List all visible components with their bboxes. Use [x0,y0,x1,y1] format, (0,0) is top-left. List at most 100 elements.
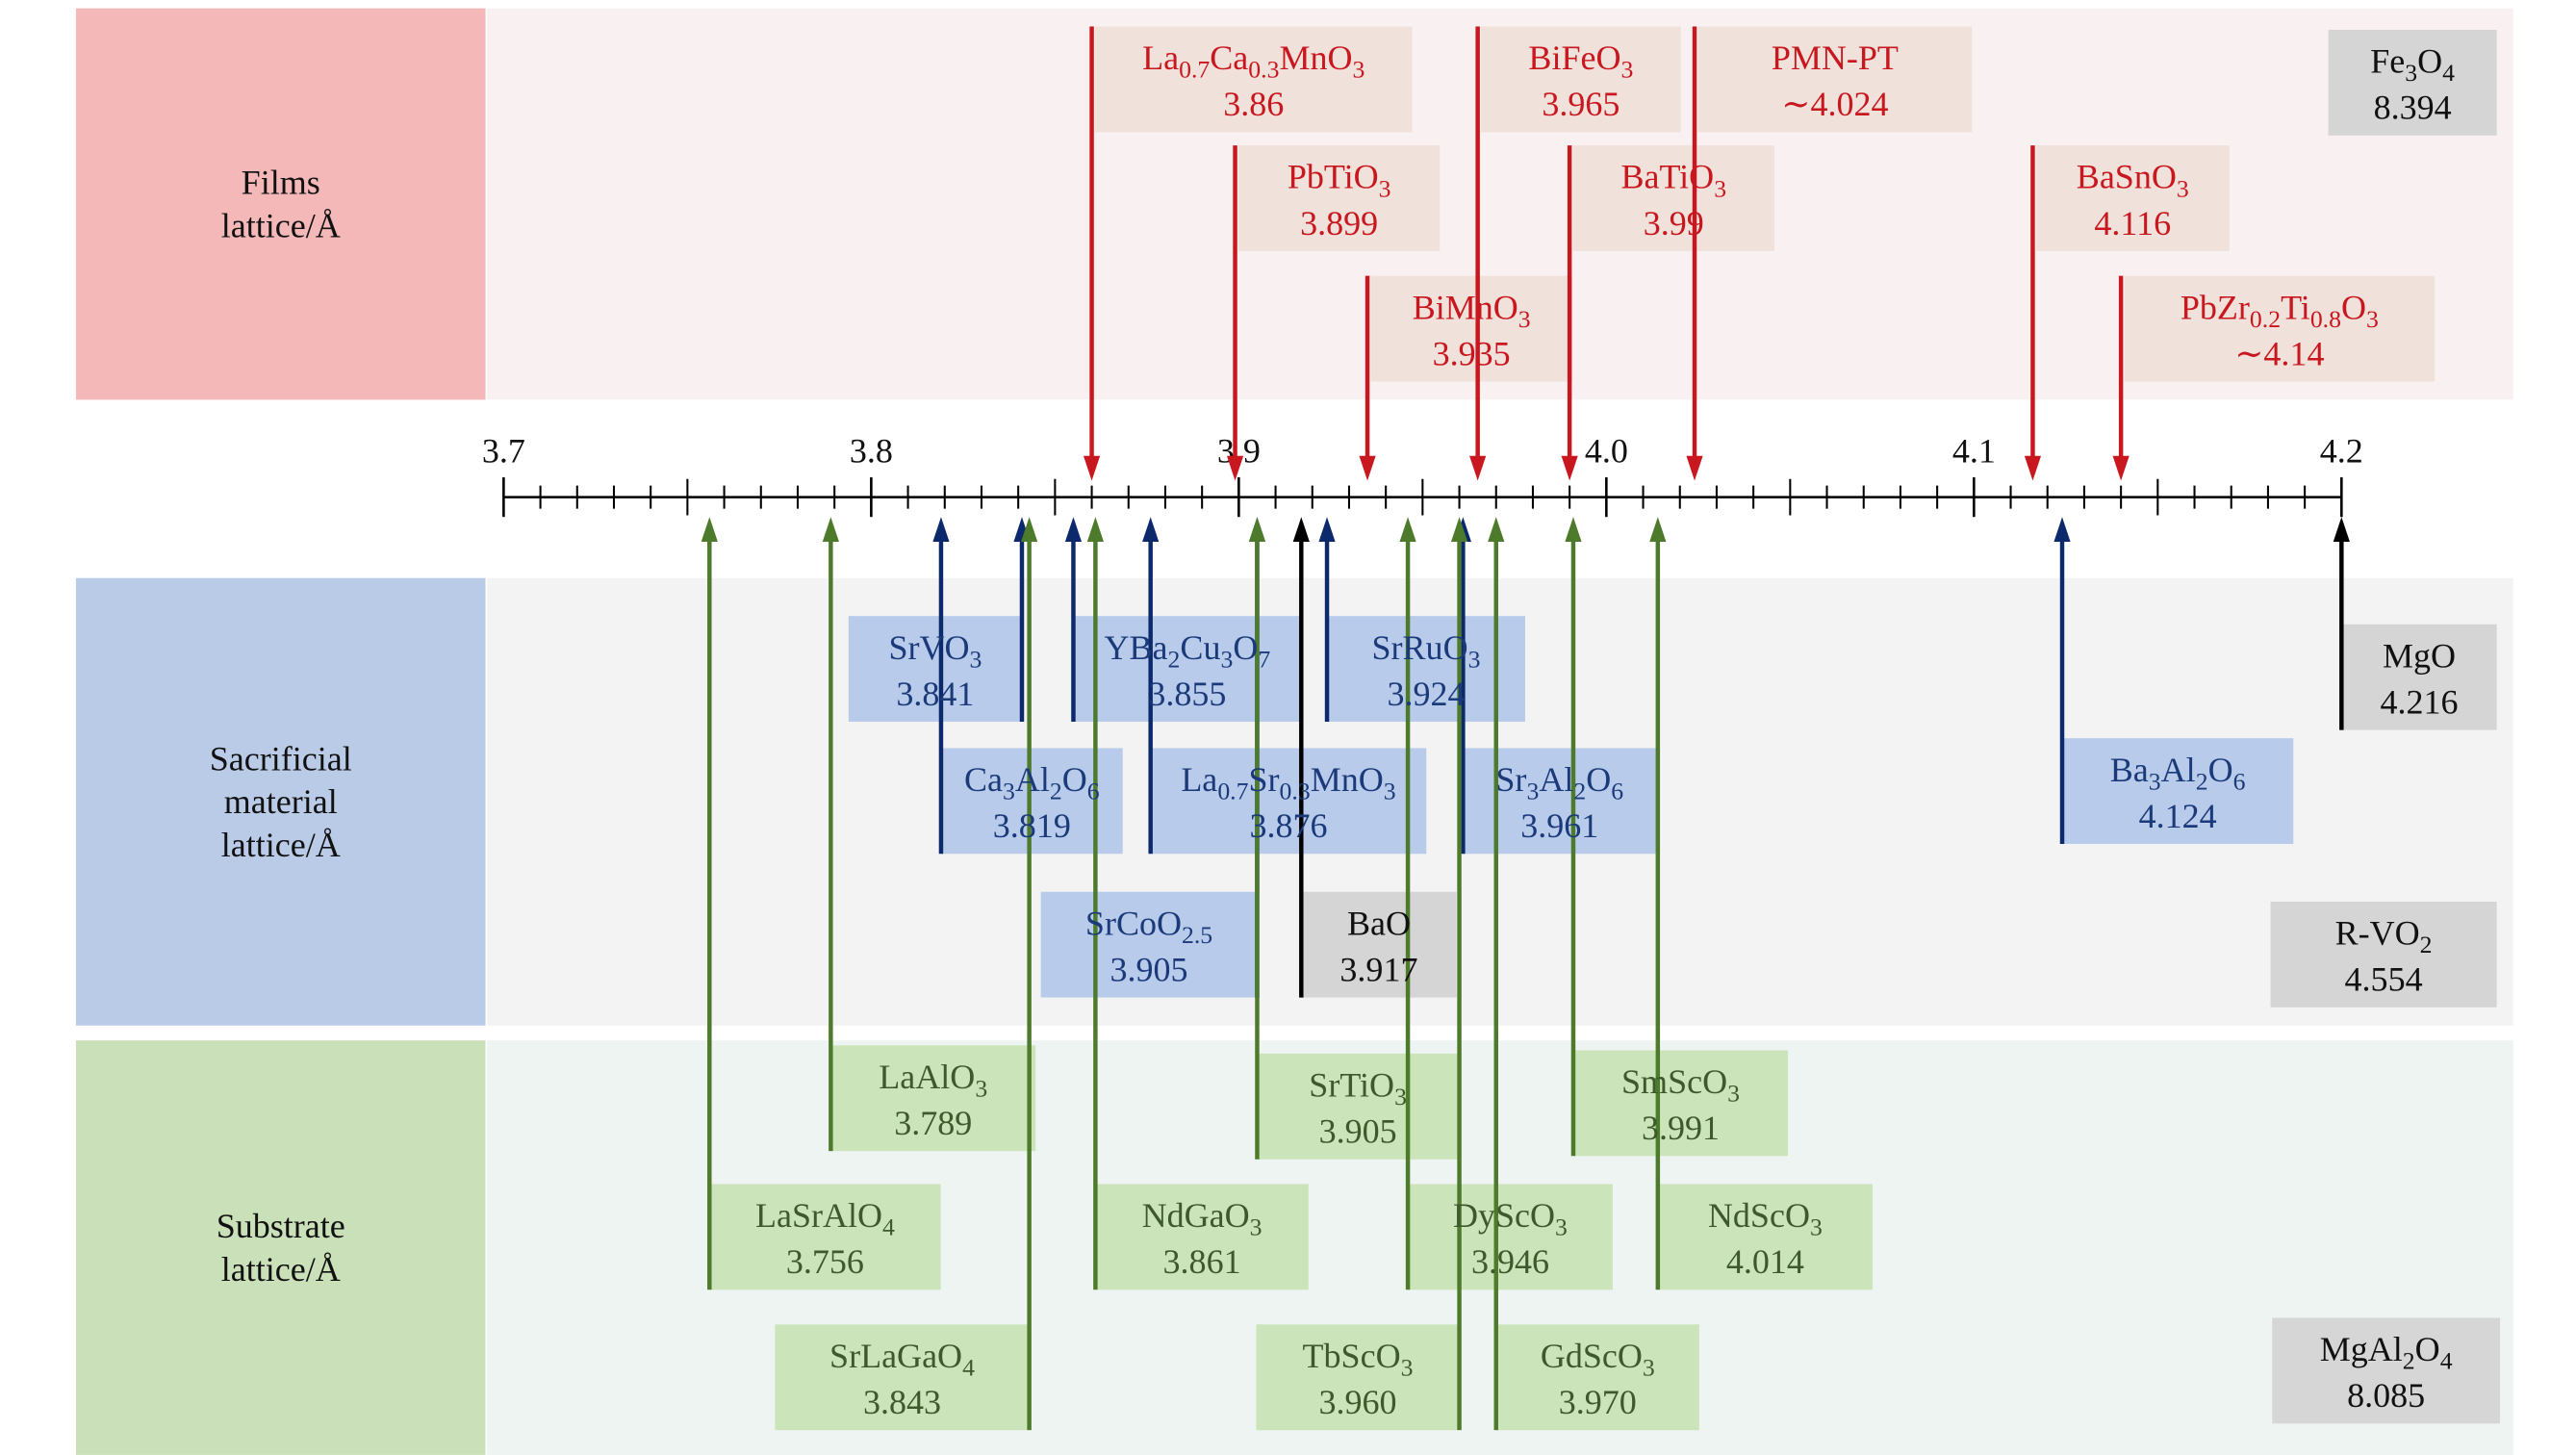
material-name: SmScO3 [1621,1062,1740,1108]
lattice-value: 3.961 [1520,806,1598,845]
label-box [1301,891,1457,998]
formula-part: O [2341,288,2366,326]
material-name: SrTiO3 [1309,1066,1407,1111]
subscript: 3 [969,645,982,673]
subscript: 3 [1714,174,1726,202]
formula-part: BiMnO [1413,288,1518,326]
subscript: 0.8 [2310,305,2341,333]
subscript: 2.5 [1182,921,1212,949]
arrowhead [1248,517,1266,542]
section-title: lattice/Å [221,206,341,244]
formula-part: LaAlO [879,1058,975,1096]
subscript: 2 [2420,931,2433,958]
subscript: 3 [1384,778,1396,805]
section-header [75,577,486,1026]
subscript: 0.3 [1280,778,1311,805]
material-name: Sr3Al2O6 [1495,760,1623,805]
label-box [1572,1050,1789,1157]
arrowhead [2053,517,2071,542]
formula-part: SmScO [1621,1062,1727,1101]
subscript: 4 [882,1213,895,1241]
subscript: 4 [2442,59,2455,87]
lattice-value: ∼4.14 [2234,334,2324,372]
arrowhead [701,517,718,542]
lattice-value: 3.899 [1300,204,1378,242]
lattice-value: 3.991 [1642,1109,1720,1147]
subscript: 3 [1620,56,1633,84]
label-box [1257,1053,1459,1160]
subscript: 3 [1353,56,1365,84]
formula-part: O [1233,628,1258,667]
section-title: Sacrificial [210,740,352,779]
section-title: lattice/Å [221,1250,341,1289]
material-name: Ca3Al2O6 [964,760,1100,805]
subscript: 3 [1810,1213,1823,1241]
formula-part: YBa [1105,628,1168,667]
subscript: 2 [2403,1347,2415,1375]
lattice-value: 3.917 [1339,950,1417,988]
formula-part: La [1181,760,1217,799]
subscript: 3 [1003,778,1015,805]
arrowhead [2333,517,2350,542]
material-name: MgO [2383,636,2456,675]
subscript: 3 [1250,1213,1262,1241]
formula-part: La [1142,38,1179,77]
label-box [1327,616,1525,722]
label-box [2272,1317,2501,1424]
subscript: 3 [1220,645,1233,673]
subscript: 2 [1050,778,1062,805]
subscript: 3 [2366,305,2379,333]
formula-part: TbScO [1303,1337,1401,1375]
subscript: 3 [1555,1213,1568,1241]
subscript: 3 [1518,305,1531,333]
label-box [830,1045,1036,1152]
formula-part: NdGaO [1142,1196,1250,1235]
lattice-value: 3.905 [1319,1112,1397,1151]
formula-part: LaSrAlO [755,1196,882,1235]
material-name: DyScO3 [1453,1196,1568,1241]
material-name: BiFeO3 [1528,38,1633,84]
subscript: 3 [2149,767,2161,795]
subscript: 3 [1379,174,1391,202]
formula-part: Sr [1248,760,1279,799]
formula-part: Ti [2281,288,2310,326]
subscript: 0.7 [1179,56,1210,84]
formula-part: PMN-PT [1772,38,1899,77]
material-name: LaSrAlO4 [755,1196,895,1241]
arrowhead [1083,455,1101,481]
label-box [848,616,1022,722]
section-title: lattice/Å [221,826,341,864]
labels: La0.7Ca0.3MnO33.86PbTiO33.899BiMnO33.935… [755,38,2459,1421]
lattice-value: 3.960 [1318,1383,1396,1421]
arrowhead [1021,517,1038,542]
label-box [1408,1184,1613,1290]
formula-part: SrRuO [1372,628,1468,667]
label-box [2328,29,2497,136]
arrowhead [1488,517,1505,542]
material-name: PbTiO3 [1288,158,1391,203]
label-box [1697,26,1973,133]
formula-part: MnO [1311,760,1384,799]
formula-part: O [1062,760,1087,799]
subscript: 0.3 [1248,56,1279,84]
subscript: 4 [962,1354,975,1382]
label-box [775,1324,1030,1431]
label-box [1073,616,1302,722]
formula-part: Al [2161,751,2196,789]
arrowhead [1399,517,1416,542]
lattice-value: 8.085 [2347,1376,2425,1415]
label-box [1095,1184,1309,1290]
label-box [1481,26,1681,133]
subscript: 3 [1394,1083,1407,1110]
lattice-value: 3.843 [863,1383,941,1421]
label-boxes [709,26,2501,1431]
lattice-value: 8.394 [2374,89,2452,127]
formula-part: MnO [1279,38,1352,77]
subscript: 6 [2233,767,2246,795]
label-box [2341,624,2497,730]
arrows [701,26,2350,1431]
arrowhead [932,517,950,542]
subscript: 3 [1727,1080,1740,1108]
material-name: BaSnO3 [2077,158,2189,203]
subscript: 6 [1611,778,1623,805]
